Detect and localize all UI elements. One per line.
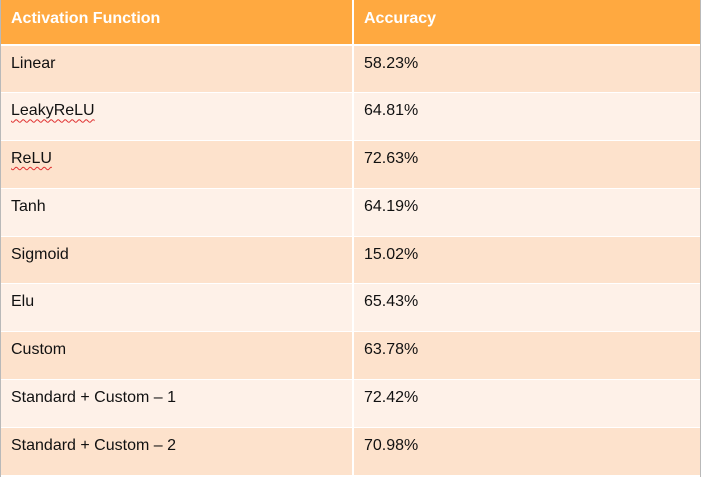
table-row: Standard + Custom – 1 72.42% xyxy=(1,379,700,428)
activation-name: Tanh xyxy=(11,197,46,215)
activation-name: Standard + Custom – 2 xyxy=(11,436,176,454)
accuracy-cell: 63.78% xyxy=(352,331,700,380)
activation-name: Custom xyxy=(11,341,67,359)
accuracy-cell: 64.19% xyxy=(352,187,700,237)
header-accuracy: Accuracy xyxy=(352,0,700,46)
activation-cell: Custom xyxy=(1,331,353,380)
table-row: ReLU 72.63% xyxy=(1,140,700,189)
accuracy-cell: 72.63% xyxy=(352,140,700,189)
activation-cell: ReLU xyxy=(1,140,353,189)
activation-name: LeakyReLU xyxy=(11,102,95,120)
table-header: Activation Function Accuracy xyxy=(1,0,700,46)
activation-cell: Tanh xyxy=(1,187,353,237)
table-row: Custom 63.78% xyxy=(1,331,700,380)
accuracy-cell: 15.02% xyxy=(352,235,700,284)
accuracy-cell: 72.42% xyxy=(352,379,700,428)
table-row: Standard + Custom – 2 70.98% xyxy=(1,426,700,476)
activation-cell: Elu xyxy=(1,283,353,332)
activation-name: Standard + Custom – 1 xyxy=(11,389,176,407)
activation-name: Linear xyxy=(11,55,56,72)
activation-cell: Linear xyxy=(1,44,353,93)
activation-cell: LeakyReLU xyxy=(1,92,353,141)
header-activation-function: Activation Function xyxy=(1,0,353,46)
accuracy-cell: 64.81% xyxy=(352,92,700,141)
table-body: Linear 58.23% LeakyReLU 64.81% ReLU 72.6… xyxy=(1,44,700,476)
activation-name: ReLU xyxy=(11,150,52,168)
accuracy-cell: 65.43% xyxy=(352,283,700,332)
table-row: Tanh 64.19% xyxy=(1,187,700,237)
accuracy-cell: 70.98% xyxy=(352,426,700,476)
header-row: Activation Function Accuracy xyxy=(1,0,700,46)
table-row: LeakyReLU 64.81% xyxy=(1,92,700,141)
activation-name: Sigmoid xyxy=(11,245,69,263)
table-row: Sigmoid 15.02% xyxy=(1,235,700,284)
activation-cell: Standard + Custom – 1 xyxy=(1,379,353,428)
accuracy-cell: 58.23% xyxy=(352,44,700,93)
table-row: Linear 58.23% xyxy=(1,44,700,93)
activation-cell: Sigmoid xyxy=(1,235,353,284)
table-row: Elu 65.43% xyxy=(1,283,700,332)
activation-cell: Standard + Custom – 2 xyxy=(1,426,353,476)
activation-name: Elu xyxy=(11,293,35,311)
